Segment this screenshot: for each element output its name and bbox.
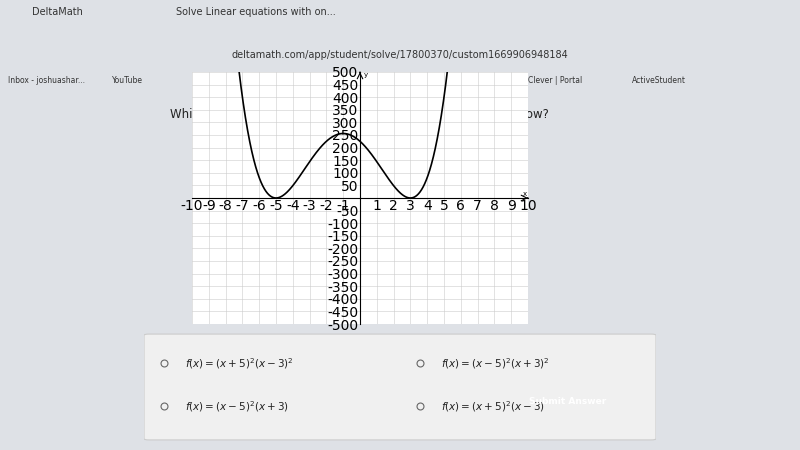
Text: deltamath.com/app/student/solve/17800370/custom1669906948184: deltamath.com/app/student/solve/17800370…: [232, 50, 568, 60]
Text: YouTube: YouTube: [112, 76, 143, 85]
Text: Submit Answer: Submit Answer: [530, 397, 606, 406]
Text: Which equation choice could represent the graph shown below?: Which equation choice could represent th…: [170, 108, 549, 121]
Text: DeltaMath: DeltaMath: [32, 7, 83, 17]
Text: x: x: [523, 191, 527, 197]
Text: ActiveStudent: ActiveStudent: [632, 76, 686, 85]
Text: $f(x) = (x + 5)^2(x - 3)$: $f(x) = (x + 5)^2(x - 3)$: [441, 399, 545, 414]
Text: Mathway | Algebra...: Mathway | Algebra...: [216, 76, 295, 85]
Text: $f(x) = (x + 5)^2(x - 3)^2$: $f(x) = (x + 5)^2(x - 3)^2$: [185, 356, 294, 371]
Text: Gauthmath: instant...: Gauthmath: instant...: [424, 76, 506, 85]
Text: $f(x) = (x - 5)^2(x + 3)^2$: $f(x) = (x - 5)^2(x + 3)^2$: [441, 356, 550, 371]
Text: Solve Linear equations with on...: Solve Linear equations with on...: [176, 7, 336, 17]
Text: Clever | Portal: Clever | Portal: [528, 76, 582, 85]
FancyBboxPatch shape: [144, 334, 656, 440]
Text: y: y: [363, 72, 367, 78]
Text: DeltaMath: DeltaMath: [320, 76, 360, 85]
Text: Inbox - joshuashar...: Inbox - joshuashar...: [8, 76, 85, 85]
Text: $f(x) = (x - 5)^2(x + 3)$: $f(x) = (x - 5)^2(x + 3)$: [185, 399, 289, 414]
